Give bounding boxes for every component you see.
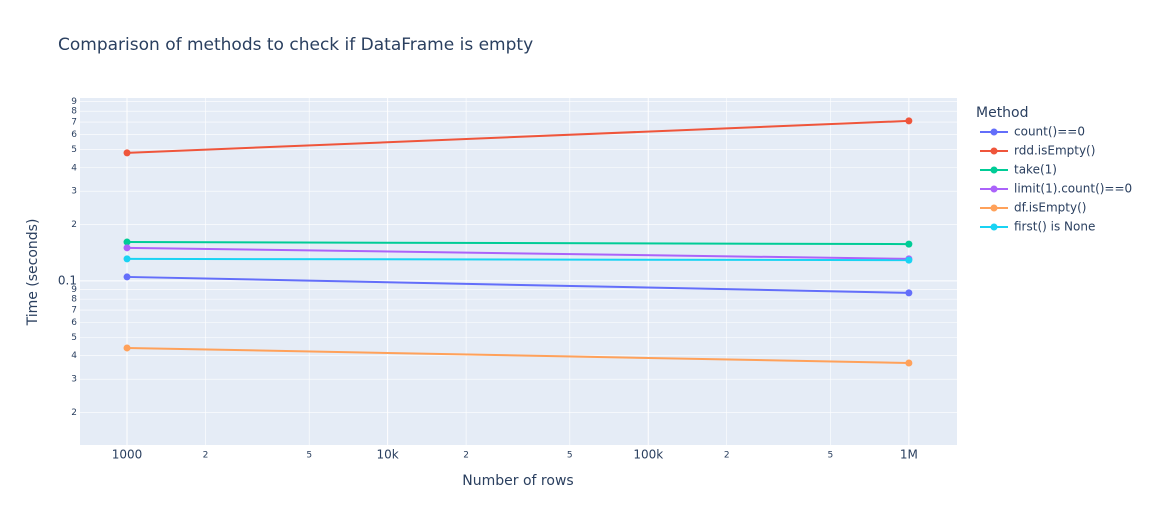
x-tick-label: 2	[724, 451, 730, 461]
x-tick-label: 2	[203, 451, 209, 461]
x-tick-label: 1000	[112, 448, 143, 462]
y-tick-label: 3	[71, 375, 77, 385]
legend-label[interactable]: take(1)	[1014, 163, 1057, 177]
y-axis-title: Time (seconds)	[25, 219, 41, 327]
legend-label[interactable]: rdd.isEmpty()	[1014, 144, 1095, 158]
y-tick-label: 8	[71, 107, 77, 117]
legend-marker[interactable]	[990, 185, 998, 193]
series-line	[127, 246, 909, 260]
y-tick-label: 2	[71, 220, 77, 230]
y-tick-label: 7	[71, 306, 77, 316]
y-tick-label: 3	[71, 187, 77, 197]
data-point	[905, 256, 913, 264]
data-point	[123, 273, 131, 281]
y-tick-label: 5	[71, 333, 77, 343]
data-point	[905, 289, 913, 297]
x-tick-label: 100k	[633, 448, 663, 462]
legend-label[interactable]: limit(1).count()==0	[1014, 182, 1132, 196]
series-line	[126, 119, 909, 154]
legend-marker[interactable]	[990, 147, 998, 155]
data-point	[123, 149, 131, 157]
x-axis-title: Number of rows	[462, 473, 573, 489]
legend-marker[interactable]	[990, 166, 998, 174]
series-line	[127, 241, 909, 246]
chart-title: Comparison of methods to check if DataFr…	[58, 35, 533, 55]
x-tick-label: 5	[567, 451, 573, 461]
y-tick-label: 6	[71, 130, 77, 140]
legend-marker[interactable]	[990, 128, 998, 136]
legend-label[interactable]: count()==0	[1014, 125, 1085, 139]
y-tick-label: 8	[71, 295, 77, 305]
y-tick-label: 5	[71, 145, 77, 155]
y-tick-label: 9	[71, 97, 77, 107]
data-point	[905, 359, 913, 367]
y-tick-label: 0.1	[58, 273, 77, 287]
data-point	[123, 344, 131, 352]
legend-title: Method	[976, 105, 1029, 121]
x-tick-label: 5	[306, 451, 312, 461]
series-line	[127, 257, 909, 262]
x-tick-label: 2	[463, 451, 469, 461]
legend-marker[interactable]	[990, 204, 998, 212]
series-line	[127, 275, 909, 294]
data-point	[905, 117, 913, 125]
data-point	[123, 244, 131, 252]
data-point	[123, 255, 131, 263]
y-tick-label: 7	[71, 118, 77, 128]
y-tick-label: 4	[71, 163, 77, 173]
plot-area	[80, 98, 957, 445]
x-tick-label: 1M	[900, 448, 918, 462]
y-tick-label: 2	[71, 408, 77, 418]
data-point	[905, 240, 913, 248]
y-tick-label: 9	[71, 285, 77, 295]
y-tick-label: 4	[71, 351, 77, 361]
y-tick-label: 6	[71, 318, 77, 328]
legend-label[interactable]: df.isEmpty()	[1014, 201, 1086, 215]
legend-marker[interactable]	[990, 223, 998, 231]
data-point	[123, 238, 131, 246]
legend-label[interactable]: first() is None	[1014, 220, 1095, 234]
series-line	[127, 346, 909, 364]
x-tick-label: 5	[828, 451, 834, 461]
x-tick-label: 10k	[377, 448, 399, 462]
